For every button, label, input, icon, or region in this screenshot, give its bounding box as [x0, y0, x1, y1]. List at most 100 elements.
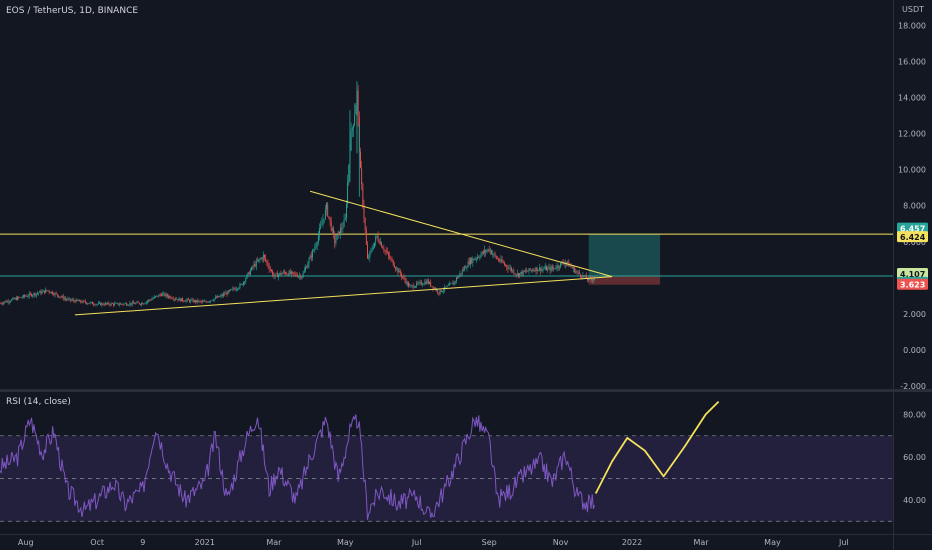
candle-body: [127, 305, 129, 306]
candle-body: [253, 263, 255, 268]
candle-body: [423, 284, 425, 285]
candle-body: [197, 300, 199, 303]
candle-body: [117, 303, 119, 305]
candle-body: [326, 203, 327, 210]
candle-body: [480, 254, 482, 258]
candle-body: [372, 247, 374, 249]
candle-body: [584, 275, 586, 277]
candle-body: [406, 282, 408, 285]
candle-body: [551, 267, 553, 269]
candle-body: [165, 294, 167, 297]
candle-body: [33, 293, 35, 296]
time-tick-label: Oct: [90, 538, 104, 547]
candle-body: [213, 298, 215, 301]
candle-body: [179, 298, 181, 302]
candle-body: [404, 277, 406, 281]
candle-body: [203, 301, 205, 302]
candle-body: [169, 296, 171, 298]
candle-body: [445, 286, 447, 288]
candle-body: [131, 302, 133, 305]
candle-body: [334, 234, 336, 244]
candle-body: [122, 304, 124, 305]
candle-body: [144, 303, 146, 304]
candle-body: [556, 265, 558, 269]
candle-body: [289, 271, 291, 274]
candle-body: [507, 267, 509, 269]
candle-body: [171, 298, 173, 299]
candle-body: [196, 300, 198, 303]
candle-body: [389, 255, 391, 259]
candle-body: [38, 292, 40, 294]
candle-body: [130, 303, 132, 305]
candle-body: [69, 298, 71, 301]
candle-body: [403, 277, 405, 278]
price-label-bg: [897, 222, 928, 234]
candle-body: [398, 270, 400, 273]
candle-body: [292, 271, 294, 273]
candle-body: [461, 270, 463, 274]
candle-body: [198, 300, 200, 303]
candle-body: [329, 217, 331, 221]
candle-body: [259, 259, 261, 260]
candle-body: [578, 271, 580, 275]
time-tick-label: 2021: [195, 538, 215, 547]
candle-body: [121, 303, 123, 305]
candle-body: [161, 294, 162, 296]
candle-body: [577, 271, 579, 273]
candle-body: [418, 282, 420, 284]
candle-body: [521, 271, 523, 275]
candle-body: [518, 273, 519, 277]
candle-body: [479, 257, 481, 258]
candle-body: [22, 295, 24, 298]
candle-body: [533, 270, 535, 271]
candles: [0, 81, 596, 308]
candle-body: [239, 284, 241, 288]
candle-body: [89, 302, 91, 304]
time-tick-label: Jul: [838, 538, 849, 547]
candle-body: [569, 265, 571, 267]
candle-body: [376, 235, 378, 238]
candle-body: [266, 260, 268, 263]
candle-body: [458, 275, 460, 278]
trendline: [74, 276, 613, 316]
candle-body: [541, 268, 543, 272]
candle-body: [275, 273, 277, 274]
candle-body: [83, 300, 85, 302]
candle-body: [473, 258, 475, 260]
candle-body: [95, 304, 97, 306]
candle-body: [594, 278, 596, 280]
candle-body: [141, 303, 143, 305]
candle-body: [413, 287, 415, 288]
candle-body: [143, 303, 145, 305]
candle-body: [570, 265, 572, 268]
candle-body: [539, 267, 540, 271]
candle-body: [150, 299, 152, 301]
candle-body: [436, 289, 438, 291]
candle-body: [439, 289, 441, 294]
candle-body: [214, 297, 216, 299]
candle-body: [156, 295, 158, 297]
candle-body: [29, 293, 31, 295]
candle-body: [535, 267, 537, 272]
candle-body: [481, 251, 483, 255]
time-tick-label: Sep: [482, 538, 497, 547]
candle-body: [65, 298, 66, 300]
time-tick-label: Jul: [411, 538, 422, 547]
candle-body: [429, 282, 430, 284]
candle-body: [412, 285, 414, 288]
candle-body: [441, 291, 443, 292]
candle-body: [225, 292, 227, 295]
candle-body: [393, 265, 395, 268]
candle-body: [588, 277, 590, 280]
candle-body: [12, 298, 14, 300]
candle-body: [232, 288, 234, 290]
candle-body: [39, 291, 41, 293]
candle-body: [438, 292, 440, 294]
price-tick-label: 18.000: [898, 21, 926, 30]
time-tick-label: Mar: [266, 538, 282, 547]
candle-body: [19, 297, 21, 298]
price-label: 4.107: [900, 270, 925, 279]
candle-body: [528, 268, 530, 272]
candle-body: [118, 304, 120, 306]
